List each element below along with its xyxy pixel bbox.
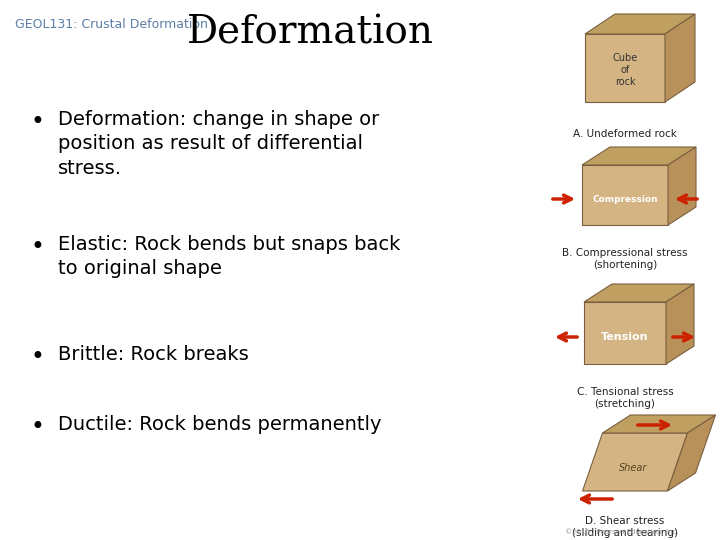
Text: B. Compressional stress
(shortening): B. Compressional stress (shortening) (562, 248, 688, 269)
Text: Ductile: Rock bends permanently: Ductile: Rock bends permanently (58, 415, 382, 434)
Polygon shape (667, 415, 716, 491)
Text: C. Tensional stress
(stretching): C. Tensional stress (stretching) (577, 387, 673, 409)
Polygon shape (582, 165, 668, 225)
Polygon shape (582, 147, 696, 165)
Polygon shape (584, 284, 694, 302)
Text: Elastic: Rock bends but snaps back
to original shape: Elastic: Rock bends but snaps back to or… (58, 235, 400, 278)
Text: •: • (30, 110, 44, 134)
Polygon shape (603, 415, 716, 433)
Polygon shape (668, 147, 696, 225)
Text: GEOL131: Crustal Deformation: GEOL131: Crustal Deformation (15, 18, 208, 31)
Polygon shape (666, 284, 694, 364)
Text: Tension: Tension (601, 332, 649, 342)
Text: •: • (30, 345, 44, 369)
Text: Brittle: Rock breaks: Brittle: Rock breaks (58, 345, 248, 364)
Polygon shape (584, 302, 666, 364)
Polygon shape (582, 433, 688, 491)
Text: Compression: Compression (592, 194, 658, 204)
Text: Deformation: change in shape or
position as result of differential
stress.: Deformation: change in shape or position… (58, 110, 379, 178)
Polygon shape (665, 14, 695, 102)
Text: Cube
of
rock: Cube of rock (613, 53, 638, 86)
Text: ©2015 / Pearson Education, Inc.: ©2015 / Pearson Education, Inc. (565, 528, 679, 535)
Text: D. Shear stress
(sliding and tearing): D. Shear stress (sliding and tearing) (572, 516, 678, 538)
Text: A. Undeformed rock: A. Undeformed rock (573, 129, 677, 139)
Text: •: • (30, 415, 44, 439)
Polygon shape (585, 14, 695, 34)
Text: •: • (30, 235, 44, 259)
Text: Deformation: Deformation (186, 15, 433, 52)
Polygon shape (585, 34, 665, 102)
Text: Shear: Shear (618, 463, 647, 473)
